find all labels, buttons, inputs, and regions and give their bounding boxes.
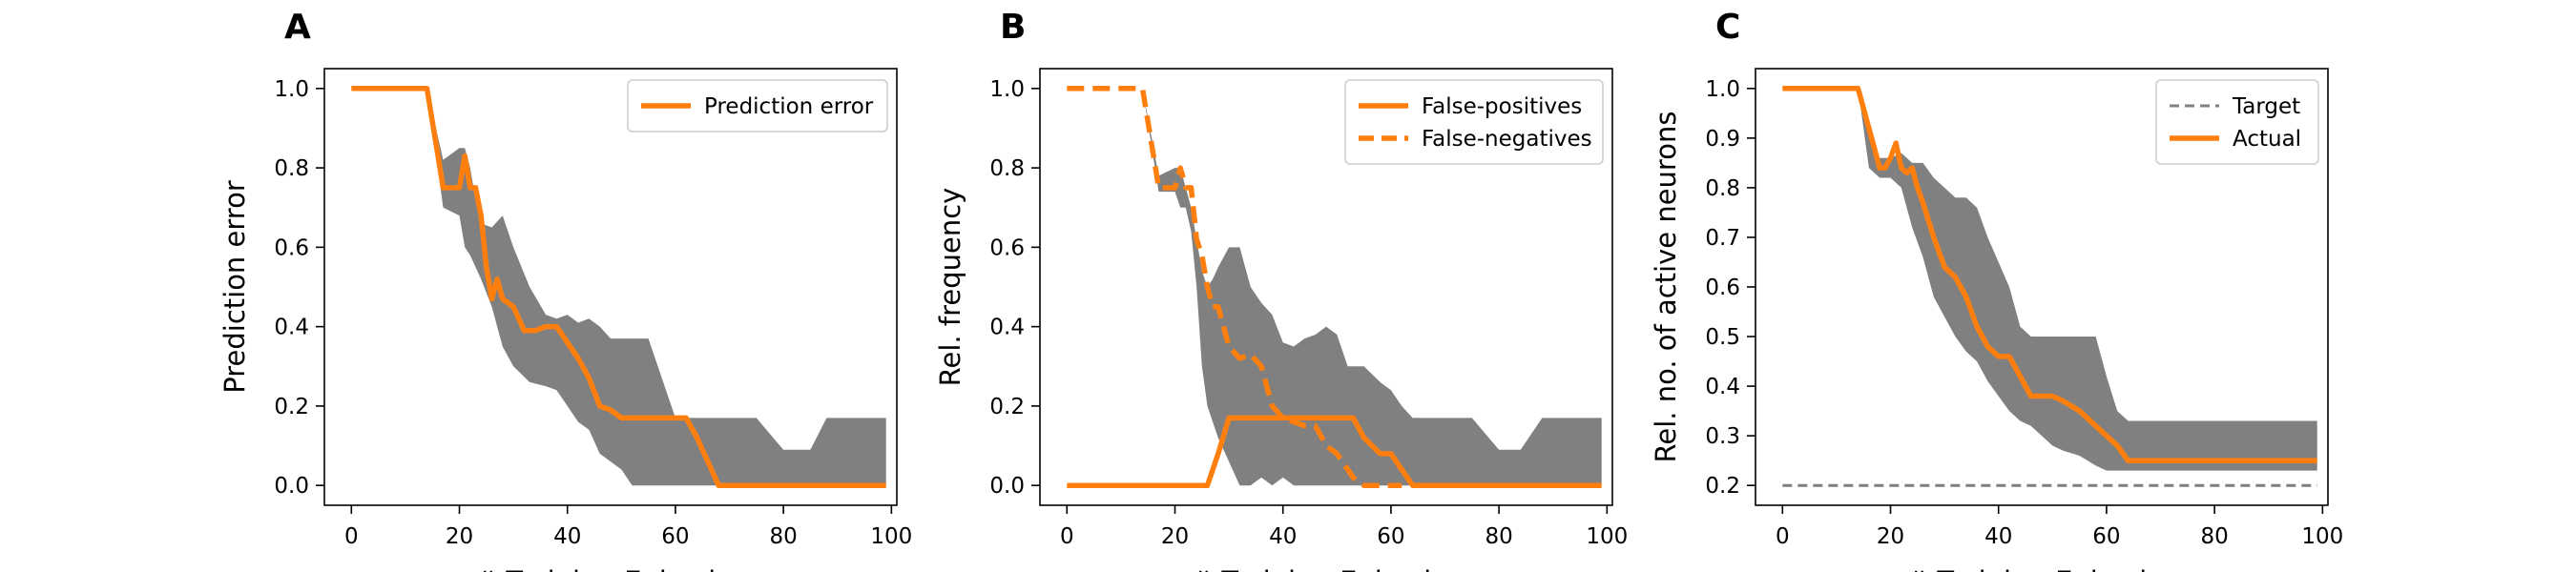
x-tick-label: 80	[1485, 524, 1512, 549]
panel-letter: B	[1000, 8, 1026, 47]
series-line-false-negatives	[1067, 86, 1402, 488]
y-tick-label: 0.9	[1705, 127, 1740, 152]
y-tick-label: 0.8	[274, 156, 309, 181]
x-tick-label: 40	[1984, 524, 2012, 549]
x-tick-label: 0	[1060, 524, 1074, 549]
x-tick-label: 100	[870, 524, 912, 549]
y-axis-label: Rel. no. of active neurons	[1650, 112, 1682, 463]
y-tick-label: 0.2	[274, 395, 309, 419]
confidence-band	[426, 88, 886, 486]
series-line-actual	[1782, 86, 2317, 463]
x-axis-label: # Training Episodes	[1905, 565, 2178, 572]
y-tick-label: 0.2	[989, 395, 1025, 419]
x-tick-label: 100	[1586, 524, 1628, 549]
legend-box	[627, 79, 888, 133]
y-tick-label: 0.6	[274, 235, 309, 260]
legend: False-positives False-negatives	[1344, 79, 1604, 165]
legend-entry: Target	[2232, 94, 2300, 119]
y-tick-label: 1.0	[1705, 77, 1740, 102]
y-tick-label: 1.0	[274, 77, 309, 102]
x-tick-label: 80	[2200, 524, 2228, 549]
y-tick-label: 0.8	[1705, 176, 1740, 201]
panel-letter: A	[284, 8, 311, 47]
y-tick-label: 0.6	[989, 235, 1025, 260]
axes-frame	[323, 68, 898, 506]
series-line-prediction-error	[351, 86, 886, 488]
x-tick-label: 20	[446, 524, 473, 549]
x-tick-label: 40	[553, 524, 581, 549]
legend-entry: Prediction error	[704, 94, 874, 119]
x-axis-label: # Training Episodes	[474, 565, 747, 572]
x-tick-label: 100	[2301, 524, 2343, 549]
y-tick-label: 1.0	[989, 77, 1025, 102]
x-axis-label: # Training Episodes	[1190, 565, 1463, 572]
y-tick-label: 0.2	[1705, 474, 1740, 499]
legend-entry: False-negatives	[1422, 127, 1592, 152]
confidence-band	[1858, 88, 2317, 471]
x-tick-label: 20	[1161, 524, 1189, 549]
y-tick-label: 0.6	[1705, 276, 1740, 300]
y-tick-label: 0.8	[989, 156, 1025, 181]
x-tick-label: 0	[1776, 524, 1790, 549]
panel-b: B 0 20 40 60 80 100 0.0 0.2 0.4 0.6 0.8 1.0 # Trainin…	[934, 8, 1628, 572]
x-tick-label: 60	[661, 524, 689, 549]
x-tick-label: 20	[1877, 524, 1904, 549]
y-axis-label: Rel. frequency	[934, 188, 966, 387]
legend-box	[1344, 79, 1604, 165]
legend-entry: False-positives	[1422, 94, 1582, 119]
legend-entry: Actual	[2233, 127, 2301, 152]
x-tick-label: 60	[2092, 524, 2120, 549]
y-tick-label: 0.0	[989, 474, 1025, 499]
panel-a: A 0 20 40 60 80 100 0.0 0.2 0.4 0.6 0.8 1.0 # Trainin…	[218, 8, 912, 572]
y-axis-label: Prediction error	[218, 180, 251, 394]
legend-box	[2155, 79, 2319, 165]
legend: Target Actual	[2155, 79, 2319, 165]
y-tick-label: 0.5	[1705, 325, 1740, 350]
confidence-band	[1142, 88, 1602, 486]
panel-c: C 0 20 40 60 80 100 0.2 0.3 0.4 0.5 0.6 0.7 0.8 0.9 1.0…	[1650, 8, 2343, 572]
y-tick-label: 0.4	[989, 316, 1025, 340]
x-tick-label: 40	[1269, 524, 1297, 549]
x-tick-label: 60	[1377, 524, 1404, 549]
y-tick-label: 0.0	[274, 474, 309, 499]
y-tick-label: 0.4	[1705, 375, 1740, 399]
y-tick-label: 0.4	[274, 316, 309, 340]
panel-letter: C	[1715, 8, 1740, 47]
axes-frame	[1039, 68, 1613, 506]
y-tick-label: 0.7	[1705, 226, 1740, 251]
x-tick-label: 80	[769, 524, 797, 549]
y-tick-label: 0.3	[1705, 424, 1740, 449]
legend: Prediction error	[627, 79, 888, 133]
x-tick-label: 0	[344, 524, 359, 549]
series-line-false-positives	[1067, 415, 1602, 488]
